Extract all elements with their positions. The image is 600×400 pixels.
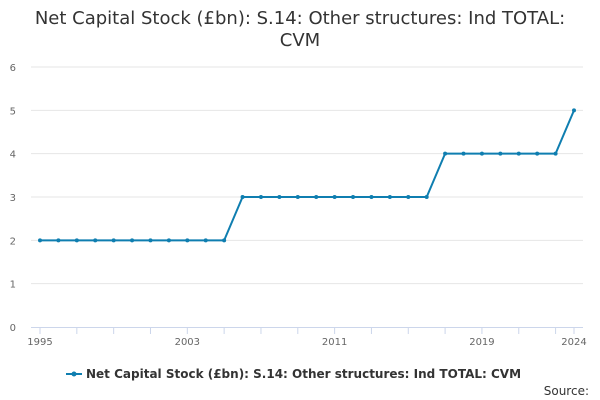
data-point-2015[interactable] bbox=[406, 195, 411, 199]
data-point-2017[interactable] bbox=[443, 151, 448, 156]
data-point-2005[interactable] bbox=[222, 238, 227, 243]
data-point-2019[interactable] bbox=[479, 151, 484, 156]
data-point-2012[interactable] bbox=[351, 195, 356, 199]
data-point-2010[interactable] bbox=[314, 195, 319, 199]
data-point-2011[interactable] bbox=[332, 195, 337, 199]
x-tick-label-2019: 2019 bbox=[469, 337, 494, 348]
data-point-2023[interactable] bbox=[553, 151, 558, 156]
series-group bbox=[38, 108, 576, 243]
x-tick-label-2003: 2003 bbox=[175, 337, 200, 348]
legend-dot-marker bbox=[71, 371, 77, 377]
data-point-2000[interactable] bbox=[130, 238, 135, 243]
y-tick-label-0: 0 bbox=[10, 323, 16, 334]
data-point-2003[interactable] bbox=[185, 238, 190, 243]
y-tick-label-3: 3 bbox=[10, 193, 16, 204]
y-tick-label-1: 1 bbox=[10, 280, 16, 291]
y-tick-label-2: 2 bbox=[10, 236, 16, 247]
legend[interactable]: Net Capital Stock (£bn): S.14: Other str… bbox=[66, 367, 521, 381]
data-point-1996[interactable] bbox=[56, 238, 61, 243]
x-tick-label-1995: 1995 bbox=[27, 337, 52, 348]
data-point-2001[interactable] bbox=[148, 238, 153, 243]
data-point-2021[interactable] bbox=[516, 151, 521, 156]
series-line-0 bbox=[40, 109, 575, 242]
y-tick-label-4: 4 bbox=[10, 150, 16, 161]
data-point-2002[interactable] bbox=[166, 238, 171, 243]
legend-label: Net Capital Stock (£bn): S.14: Other str… bbox=[86, 367, 521, 381]
y-axis-labels: 0 1 2 3 4 5 6 bbox=[10, 63, 16, 334]
data-point-2016[interactable] bbox=[424, 195, 429, 199]
x-tick-label-2024: 2024 bbox=[561, 337, 586, 348]
y-tick-label-6: 6 bbox=[10, 63, 16, 74]
data-point-2020[interactable] bbox=[498, 151, 503, 156]
x-axis-ticks bbox=[39, 327, 575, 334]
data-point-1997[interactable] bbox=[74, 238, 79, 243]
chart-title-line-2: CVM bbox=[280, 30, 320, 51]
data-point-2024[interactable] bbox=[572, 108, 576, 113]
data-point-1995[interactable] bbox=[38, 238, 42, 243]
x-tick-label-2011: 2011 bbox=[322, 337, 347, 348]
data-point-2006[interactable] bbox=[240, 195, 245, 199]
data-point-2009[interactable] bbox=[295, 195, 300, 199]
data-point-2013[interactable] bbox=[369, 195, 374, 199]
data-point-2014[interactable] bbox=[387, 195, 392, 199]
data-point-1998[interactable] bbox=[93, 238, 98, 243]
data-point-1999[interactable] bbox=[111, 238, 116, 243]
data-point-2007[interactable] bbox=[258, 195, 263, 199]
gridlines bbox=[31, 66, 583, 285]
x-axis-labels: 1995 2003 2011 2019 2024 bbox=[27, 337, 586, 348]
y-tick-label-5: 5 bbox=[10, 106, 16, 117]
data-point-2018[interactable] bbox=[461, 151, 466, 156]
chart-title-line-1: Net Capital Stock (£bn): S.14: Other str… bbox=[35, 8, 565, 29]
source-label: Source: bbox=[544, 384, 589, 398]
data-point-2022[interactable] bbox=[535, 151, 540, 156]
data-point-2008[interactable] bbox=[277, 195, 282, 199]
data-point-2004[interactable] bbox=[203, 238, 208, 243]
